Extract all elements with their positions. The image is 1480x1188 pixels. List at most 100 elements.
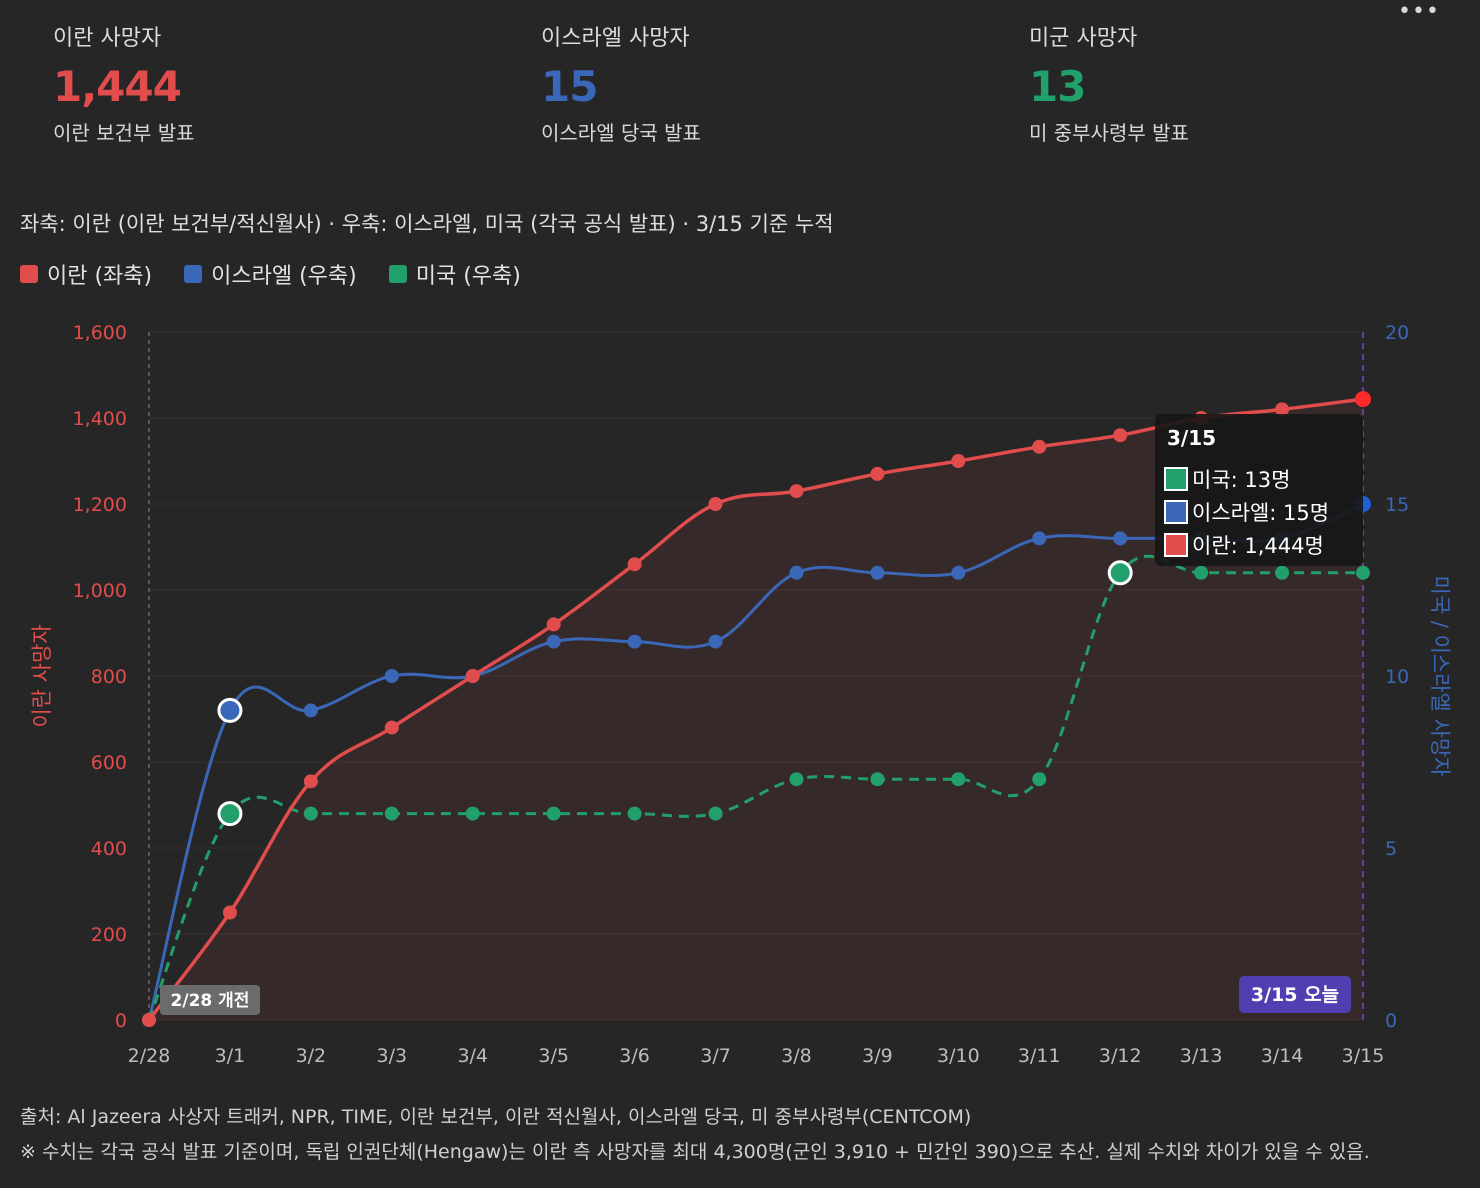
iran-point [142,1013,156,1027]
israel-point [1032,531,1047,546]
x-tick-label: 3/10 [937,1045,980,1067]
tooltip-row-us: 미국: 13명 [1164,465,1290,493]
israel-point [627,634,642,649]
today-annotation-bg [1239,976,1351,1013]
stat-card-us: 미군 사망자 13 미 중부사령부 발표 [1029,22,1449,148]
iran-point [951,454,966,468]
us-point [1107,560,1133,586]
source-note: 출처: Al Jazeera 사상자 트래커, NPR, TIME, 이란 보건… [20,1106,972,1128]
israel-point [708,634,723,649]
legend-label: 이스라엘 (우축) [211,264,357,289]
us-point [546,806,561,821]
israel-point [1113,531,1128,546]
x-tick-label: 3/1 [215,1045,246,1067]
legend-label: 이란 (좌축) [47,264,153,289]
x-tick-label: 3/4 [457,1045,488,1067]
us-point [708,806,723,821]
israel-point [951,565,966,580]
stat-note: 이란 보건부 발표 [53,121,195,145]
y-tick-label: 1,200 [73,494,127,516]
chart-legend: 이란 (좌축) 이스라엘 (우축) 미국 (우축) [20,258,553,290]
x-tick-label: 3/3 [377,1045,408,1067]
start-annotation-label: 2/28 개전 [171,991,250,1011]
iran-point [465,669,480,683]
y-tick-label: 1,400 [73,408,127,430]
disclaimer-note: ※ 수치는 각국 공식 발표 기준이며, 독립 인권단체(Hengaw)는 이란… [20,1141,1370,1163]
y-tick-label: 800 [91,666,127,688]
x-tick-label: 3/2 [296,1045,327,1067]
iran-point [1113,428,1128,443]
start-annotation-bg [160,985,260,1015]
x-tick-label: 3/13 [1180,1045,1223,1067]
y2-axis-title: 미국 / 이스라엘 사망자 [1428,576,1452,777]
legend-item-iran[interactable]: 이란 (좌축) [20,258,152,290]
iran-point [546,617,561,632]
legend-label: 미국 (우축) [415,264,521,289]
x-tick-label: 3/14 [1261,1045,1304,1067]
x-tick-label: 3/8 [781,1045,812,1067]
us-point [1275,565,1290,580]
tooltip-swatch [1164,467,1188,491]
x-tick-label: 3/11 [1018,1045,1061,1067]
y-axis-title: 이란 사망자 [30,624,54,727]
stat-value: 13 [1029,62,1086,111]
line-chart[interactable]: 0 200 400 600 800 1,000 1,200 1,400 1,600 0 5 10 15 2… [0,300,1480,1080]
y-tick-label: 400 [91,838,127,860]
legend-swatch [20,265,38,283]
legend-swatch [388,265,407,283]
legend-swatch [184,265,203,283]
x-tick-label: 2/28 [128,1045,171,1067]
iran-point [870,466,885,481]
iran-point [789,484,804,499]
iran-point [708,497,723,511]
iran-point [1032,439,1047,454]
us-point [1032,772,1047,787]
y-tick-label: 1,600 [73,322,127,344]
legend-item-israel[interactable]: 이스라엘 (우축) [184,258,357,290]
iran-line [147,397,1364,1022]
x-tick-label: 3/15 [1342,1045,1385,1067]
iran-point [1355,391,1371,408]
tooltip-text: 미국: 13명 [1192,468,1291,492]
tooltip-text: 이란: 1,444명 [1192,534,1324,558]
iran-point [303,774,318,789]
israel-point [384,669,399,683]
israel-point [546,634,561,649]
x-tick-label: 3/7 [700,1045,731,1067]
israel-point [217,697,243,723]
tooltip-swatch [1164,533,1188,557]
us-point [465,806,480,821]
today-annotation: 3/15 오늘 [1239,976,1351,1013]
y2-tick-label: 15 [1385,494,1409,516]
iran-point [1275,402,1290,417]
iran-area [149,399,1363,1020]
start-annotation: 2/28 개전 [160,985,260,1015]
stat-label: 이스라엘 사망자 [541,26,690,51]
more-options-icon[interactable]: ••• [1398,0,1440,24]
tooltip-row-iran: 이란: 1,444명 [1164,531,1324,559]
stat-card-israel: 이스라엘 사망자 15 이스라엘 당국 발표 [541,22,961,148]
us-point [1356,565,1370,580]
stat-note: 이스라엘 당국 발표 [541,121,701,145]
stat-note: 미 중부사령부 발표 [1029,121,1189,145]
y-tick-label: 200 [91,924,127,946]
israel-point [789,565,804,580]
y2-tick-label: 10 [1385,666,1409,688]
chart-subtitle: 좌축: 이란 (이란 보건부/적신월사) · 우축: 이스라엘, 미국 (각국 … [20,212,834,236]
stat-label: 미군 사망자 [1029,26,1138,51]
iran-point [627,557,642,572]
tooltip-text: 이스라엘: 15명 [1192,501,1330,525]
iran-point [222,905,237,920]
legend-item-us[interactable]: 미국 (우축) [388,258,521,290]
us-point [789,772,804,787]
israel-point [870,565,885,580]
y-tick-label: 600 [91,752,127,774]
us-point [384,806,399,821]
x-tick-label: 3/6 [619,1045,650,1067]
stat-value: 1,444 [53,62,182,111]
x-tick-label: 3/9 [862,1045,893,1067]
israel-point [303,703,318,718]
y-tick-label: 0 [115,1010,127,1032]
chart-tooltip: 3/15 미국: 13명 이스라엘: 15명 이란: 1,444명 [1155,414,1363,566]
us-point [870,772,885,787]
